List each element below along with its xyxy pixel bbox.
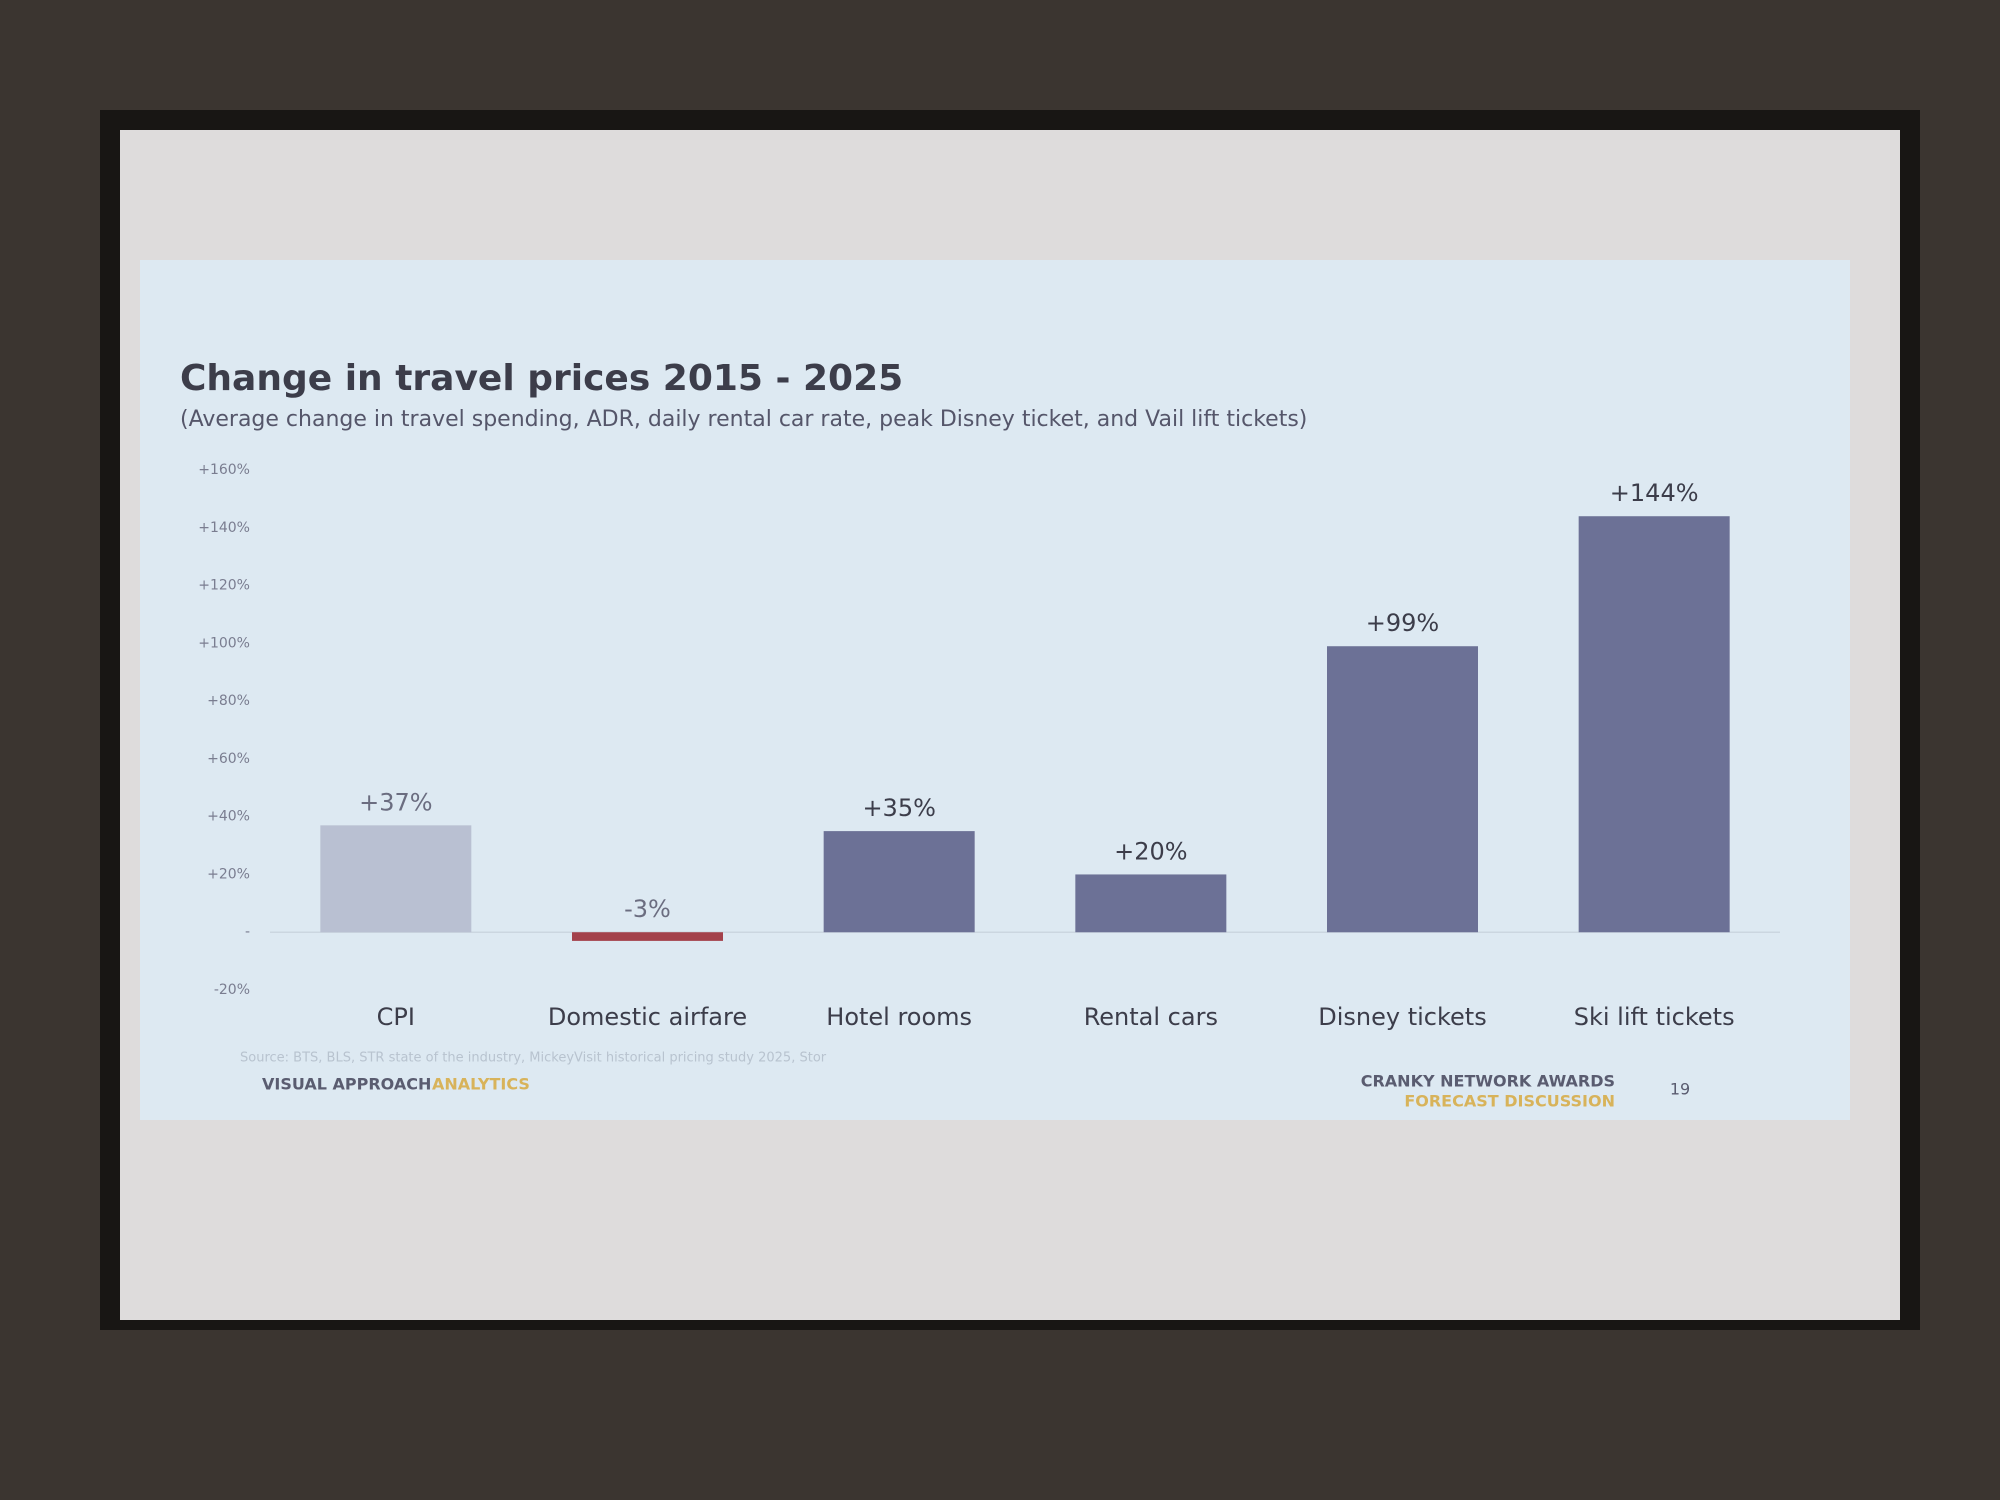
y-tick-label: +120% xyxy=(198,578,250,594)
x-tick-label: Ski lift tickets xyxy=(1574,1003,1735,1031)
x-tick-label: Domestic airfare xyxy=(548,1003,747,1031)
value-label: +20% xyxy=(1114,837,1187,865)
event: CRANKY NETWORK AWARDS xyxy=(1361,1072,1615,1091)
source-note: Source: BTS, BLS, STR state of the indus… xyxy=(240,1051,827,1066)
bar xyxy=(1578,516,1730,933)
brand: VISUAL APPROACH xyxy=(262,1075,431,1094)
value-label: +144% xyxy=(1610,479,1699,507)
slide xyxy=(140,260,1850,1120)
y-tick-label: +60% xyxy=(207,751,250,767)
x-tick-label: Disney tickets xyxy=(1318,1003,1486,1031)
value-label: -3% xyxy=(624,895,671,923)
bar xyxy=(320,825,472,933)
y-tick-label: +160% xyxy=(198,462,250,478)
y-tick-label: +80% xyxy=(207,693,250,709)
y-tick-label: +20% xyxy=(207,866,250,882)
brand-accent: ANALYTICS xyxy=(432,1075,530,1094)
bar xyxy=(823,831,975,933)
value-label: +35% xyxy=(862,794,935,822)
event-sub: FORECAST DISCUSSION xyxy=(1404,1092,1615,1111)
y-tick-label: +100% xyxy=(198,635,250,651)
y-tick-label: +140% xyxy=(198,520,250,536)
x-tick-label: CPI xyxy=(377,1003,415,1031)
y-tick-label: - xyxy=(245,924,250,940)
value-label: +37% xyxy=(359,788,432,816)
y-tick-label: +40% xyxy=(207,809,250,825)
chart-title: Change in travel prices 2015 - 2025 xyxy=(180,358,903,399)
bar xyxy=(1075,874,1227,933)
bar xyxy=(572,932,723,941)
bar xyxy=(1327,646,1478,933)
y-tick-label: -20% xyxy=(214,982,250,998)
x-tick-label: Rental cars xyxy=(1084,1003,1218,1031)
chart-subtitle: (Average change in travel spending, ADR,… xyxy=(180,407,1307,432)
value-label: +99% xyxy=(1366,609,1439,637)
x-tick-label: Hotel rooms xyxy=(826,1003,972,1031)
page-number: 19 xyxy=(1670,1080,1690,1099)
